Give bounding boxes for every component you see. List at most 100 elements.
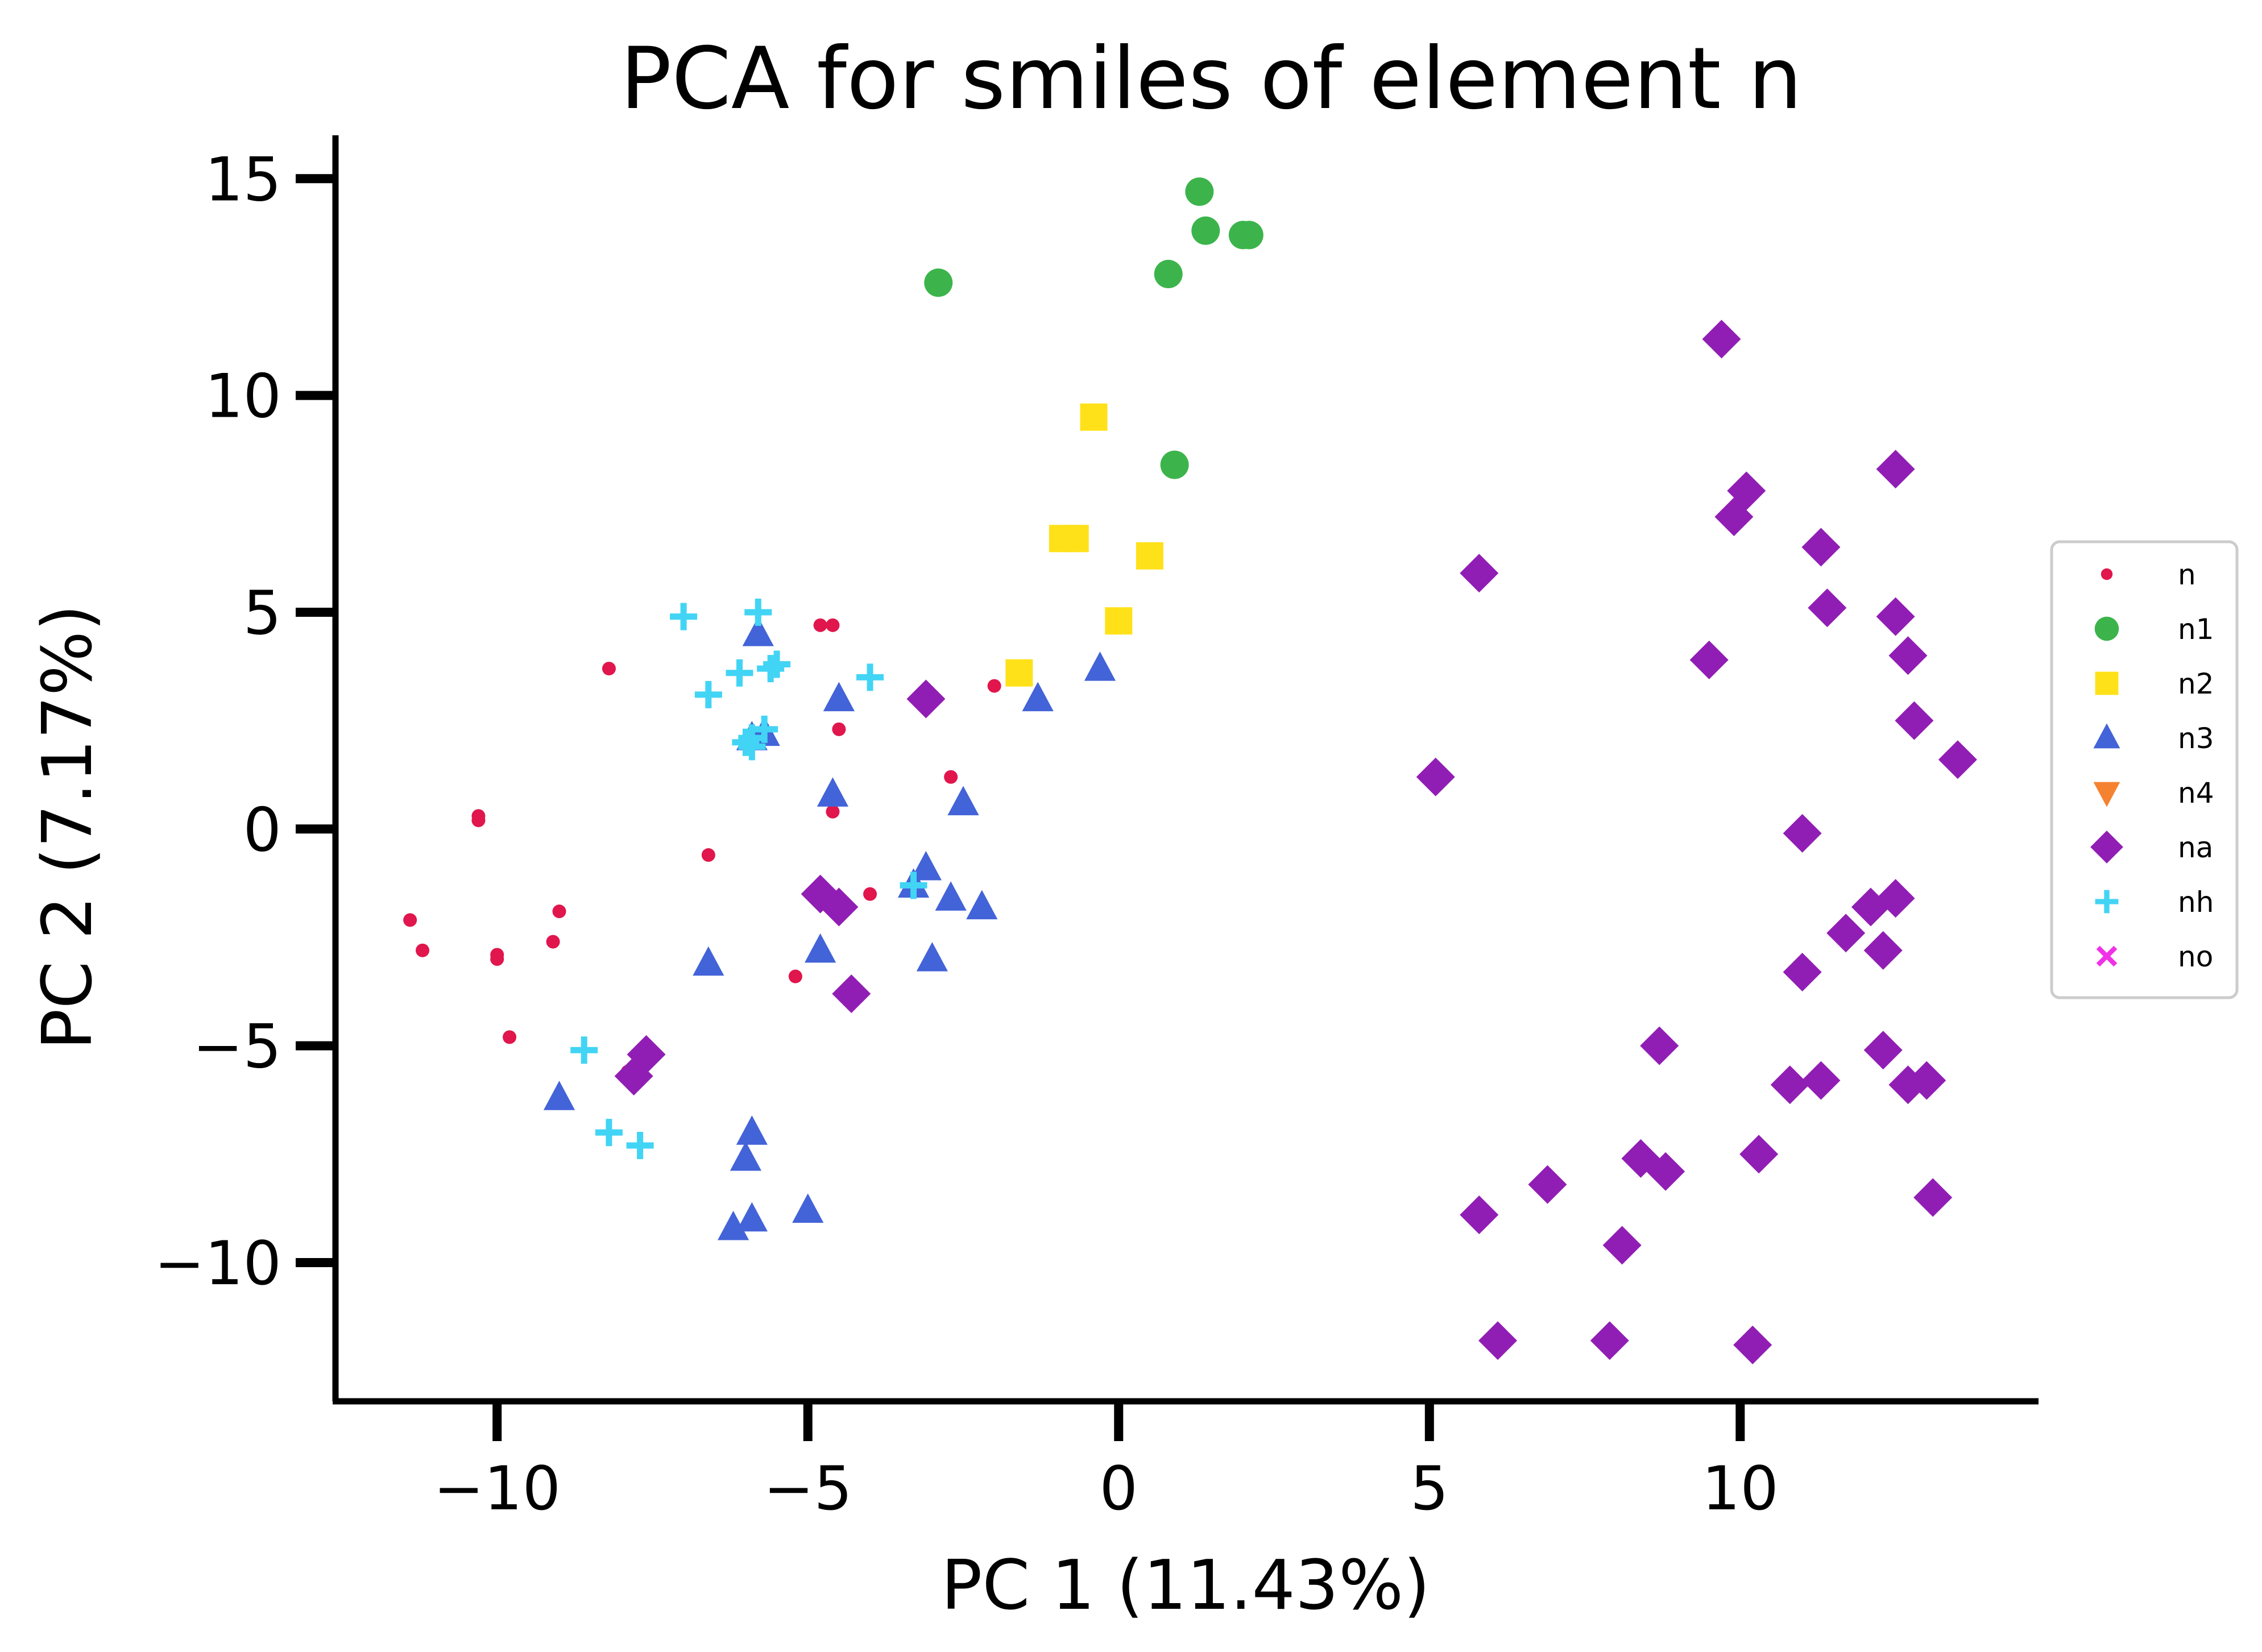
data-point [788, 969, 802, 983]
data-point [736, 1115, 768, 1145]
data-point [595, 1119, 623, 1147]
legend-label-n: n [2178, 558, 2196, 591]
data-point [1913, 1178, 1953, 1217]
series-n [403, 618, 1001, 1079]
legend-marker-n [2101, 568, 2113, 580]
data-point [1022, 682, 1054, 712]
data-point [552, 904, 566, 919]
y-ticks: −10 −5 0 5 10 15 [154, 144, 335, 1298]
y-axis-label: PC 2 (7.17%) [28, 604, 107, 1050]
data-point [1863, 1031, 1903, 1070]
data-point [1460, 1196, 1499, 1235]
legend-label-no: no [2178, 940, 2213, 973]
data-point [863, 887, 877, 901]
legend-label-nh: nh [2178, 886, 2214, 919]
data-point [1888, 636, 1928, 675]
data-point [763, 650, 791, 678]
data-point [757, 655, 785, 683]
axes [332, 135, 2039, 1405]
y-tick-label: 10 [205, 362, 281, 431]
data-point [1640, 1026, 1679, 1065]
legend-marker-n1 [2094, 616, 2119, 641]
data-point [701, 848, 715, 862]
series-n1 [924, 177, 1263, 479]
data-point [792, 1193, 824, 1223]
data-point [1876, 450, 1915, 489]
data-point [730, 1141, 762, 1171]
legend: n n1 n2 n3 n4 na nh no [2050, 540, 2239, 999]
data-point [490, 952, 504, 966]
data-point [626, 1132, 654, 1160]
legend-frame [2050, 540, 2239, 999]
data-point [717, 1210, 749, 1240]
data-point [1416, 757, 1455, 796]
data-point [804, 933, 836, 963]
y-tick-label: 15 [205, 144, 281, 214]
data-point [1770, 1065, 1809, 1105]
data-point [1801, 528, 1841, 567]
data-point [817, 777, 849, 807]
data-point [732, 728, 760, 756]
data-point [1160, 450, 1189, 479]
legend-label-n3: n3 [2178, 722, 2214, 755]
data-point [614, 1056, 653, 1095]
data-point [944, 770, 958, 784]
data-point [813, 618, 827, 632]
legend-marker-nh [2095, 890, 2119, 914]
data-point [736, 1202, 768, 1232]
data-point [543, 1081, 575, 1110]
data-point [1826, 914, 1866, 953]
y-tick-label: 5 [243, 578, 281, 648]
data-point [947, 786, 979, 816]
y-tick-label: −10 [154, 1228, 281, 1298]
data-point [1061, 525, 1089, 553]
data-point [1938, 740, 1977, 779]
data-point [1478, 1321, 1518, 1360]
data-point [1876, 879, 1915, 918]
data-point [819, 887, 859, 927]
data-point [1895, 701, 1934, 740]
series-n2 [1005, 403, 1163, 687]
data-point [546, 935, 560, 949]
data-point [1084, 651, 1116, 681]
data-point [1105, 607, 1133, 635]
data-point [1783, 952, 1822, 991]
data-point [1191, 216, 1220, 245]
x-tick-label: 10 [1702, 1454, 1779, 1524]
data-point [1702, 319, 1741, 359]
data-point [1080, 403, 1108, 431]
data-point [987, 679, 1001, 693]
legend-label-na: na [2178, 831, 2213, 864]
data-point [1876, 597, 1915, 636]
data-point [570, 1036, 598, 1064]
data-point [694, 680, 722, 708]
x-axis-label: PC 1 (11.43%) [941, 1546, 1430, 1625]
data-point [832, 722, 846, 736]
legend-marker-n2 [2095, 671, 2119, 695]
data-point [916, 942, 948, 972]
series-na [614, 319, 1977, 1364]
data-point [826, 804, 840, 819]
data-point [670, 603, 698, 630]
y-tick-label: 0 [243, 795, 281, 865]
legend-marker-n3 [2093, 723, 2120, 749]
data-point [1528, 1165, 1567, 1204]
data-point [1590, 1321, 1629, 1360]
data-point [1154, 260, 1183, 289]
data-point [693, 946, 724, 976]
y-tick-label: −5 [193, 1012, 281, 1082]
legend-marker-no [2096, 945, 2118, 967]
data-point [1808, 588, 1847, 628]
data-point [742, 617, 774, 646]
data-point [826, 618, 840, 632]
x-tick-label: 5 [1410, 1454, 1448, 1524]
data-point [1783, 813, 1822, 853]
legend-label-n4: n4 [2178, 777, 2214, 810]
data-point [900, 871, 927, 899]
chart-title: PCA for smiles of element n [620, 30, 1803, 128]
data-point [416, 943, 430, 957]
x-tick-label: −5 [764, 1454, 852, 1524]
data-point [1646, 1152, 1685, 1191]
data-point [602, 662, 616, 676]
